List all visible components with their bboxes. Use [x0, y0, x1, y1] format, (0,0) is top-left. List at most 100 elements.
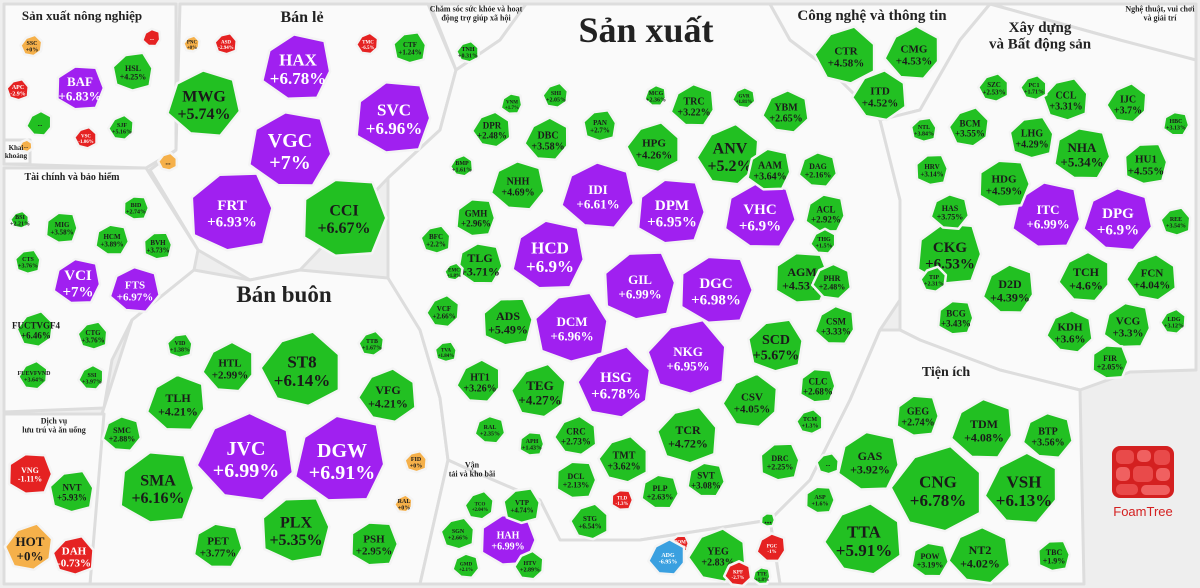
tile-kdh-11-14[interactable]: KDH+3.6%: [1045, 309, 1094, 354]
tile-tlg-8-18[interactable]: TLG+3.71%: [456, 242, 504, 285]
tile-mcg-8-43[interactable]: MCG+2.36%: [643, 83, 668, 107]
tile-nvt-7-1[interactable]: NVT+5.93%: [48, 469, 95, 514]
tile-dpm-8-2[interactable]: DPM+6.95%: [636, 178, 707, 245]
tile-asp-12-10[interactable]: ASP+1.6%: [804, 485, 836, 515]
tile-gas-12-5[interactable]: GAS+3.92%: [836, 430, 900, 491]
tile-asd-2-8[interactable]: ASD-2.94%: [213, 31, 238, 56]
tile-emc-8-52[interactable]: EMC+1.8%: [443, 261, 464, 282]
tile-nha-11-3[interactable]: NHA+5.34%: [1053, 127, 1112, 180]
tile-dbc-8-11[interactable]: DBC+3.58%: [523, 116, 569, 162]
tile-anv-8-9[interactable]: ANV+5.2%: [695, 122, 760, 186]
tile-dcm-8-6[interactable]: DCM+6.96%: [533, 291, 609, 363]
tile-tld-8-50[interactable]: TLD-1.3%: [610, 488, 635, 512]
tile-svt-8-33[interactable]: SVT+3.08%: [686, 461, 727, 498]
tile-dag-8-31[interactable]: DAG+2.16%: [797, 151, 839, 188]
tile-aph-8-47[interactable]: APH+1.43%: [518, 430, 546, 457]
tile-bmp-8-42[interactable]: BMP+1.61%: [448, 153, 475, 178]
tile-gmh-8-17[interactable]: GMH+2.96%: [455, 198, 497, 238]
tile-vhc-8-3[interactable]: VHC+6.9%: [723, 182, 797, 248]
tile-tte-13-10[interactable]: TTE+1.8%: [751, 565, 772, 586]
tile-bcg-11-17[interactable]: BCG+3.43%: [936, 299, 975, 336]
tile-hdg-11-5[interactable]: HDG+4.59%: [978, 159, 1032, 209]
tile-dgc-8-5[interactable]: DGC+6.98%: [679, 255, 755, 325]
tile-vgc-2-3[interactable]: VGC+7%: [248, 111, 333, 187]
tile-bid-5-5[interactable]: BID+2.74%: [122, 195, 151, 221]
tile-csv-8-24[interactable]: CSV+4.05%: [721, 372, 779, 429]
tile--1-7[interactable]: ...: [17, 138, 34, 154]
tile-nhh-8-16[interactable]: NHH+4.69%: [489, 160, 546, 211]
tile-dpg-11-1[interactable]: DPG+6.9%: [1082, 186, 1154, 252]
tile-stg-13-5[interactable]: STG+6.54%: [569, 502, 609, 541]
tile--1-6[interactable]: ...: [24, 109, 53, 137]
tile-fts-5-1[interactable]: FTS+6.97%: [108, 265, 161, 313]
tile-ads-8-19[interactable]: ADS+5.49%: [482, 297, 534, 347]
tile-tdm-12-3[interactable]: TDM+4.08%: [949, 397, 1014, 459]
tile-vfg-6-2[interactable]: VFG+4.21%: [356, 367, 417, 424]
tile-htl-6-1[interactable]: HTL+2.99%: [201, 340, 254, 393]
tile-vtp-13-1[interactable]: VTP+4.74%: [502, 487, 541, 525]
tile-agm-8-20[interactable]: AGM+4.53%: [774, 251, 831, 304]
tile-itc-11-0[interactable]: ITC+6.99%: [1011, 181, 1082, 248]
tile-ht1-8-26[interactable]: HT1+3.26%: [455, 358, 501, 404]
tile-fuevfvnd-5-9[interactable]: FUEVFVND+3.64%: [17, 359, 52, 391]
tile-trc-8-13[interactable]: TRC+3.22%: [669, 82, 716, 127]
tile-ssi-5-11[interactable]: SSI+3.97%: [76, 363, 105, 391]
tile-sma-6-7[interactable]: SMA+6.16%: [119, 451, 196, 524]
tile-fir-11-20[interactable]: FIR+2.05%: [1091, 344, 1130, 380]
tile-vnm-8-45[interactable]: VNM+1.7%: [499, 92, 524, 115]
tile-vsh-12-1[interactable]: VSH+6.13%: [983, 451, 1058, 525]
tile--8-53[interactable]: ...: [815, 451, 840, 476]
tile-adg-13-6[interactable]: ADG-6.95%: [647, 538, 686, 576]
tile-pgc-13-8[interactable]: PGC-1%: [755, 532, 787, 563]
tile-plx-6-9[interactable]: PLX+5.35%: [261, 496, 331, 563]
tile-bcm-11-7[interactable]: BCM+3.55%: [947, 106, 990, 148]
tile-vcf-8-39[interactable]: VCF+2.66%: [425, 293, 461, 329]
tile-hsl-1-1[interactable]: HSL+4.25%: [111, 51, 154, 92]
tile-ree-11-23[interactable]: REE+3.54%: [1159, 206, 1192, 237]
tile-dcl-8-35[interactable]: DCL+2.13%: [555, 460, 598, 500]
tile-pc1-11-25[interactable]: PC1+1.71%: [1018, 73, 1048, 102]
tile-apc-1-3[interactable]: APC-2.9%: [5, 77, 30, 102]
tile-kpf-13-9[interactable]: KPF-2.7%: [722, 560, 753, 588]
tile-ttb-6-12[interactable]: TTB+1.67%: [357, 329, 386, 357]
tile-acl-8-30[interactable]: ACL+2.92%: [804, 193, 846, 234]
tile-gvr-8-44[interactable]: GVR+1.81%: [730, 85, 757, 110]
tile-d2d-11-13[interactable]: D2D+4.39%: [981, 263, 1035, 314]
tile-tcm-8-40[interactable]: TCM+1.3%: [794, 407, 824, 436]
tile-vng-7-0[interactable]: VNG-1.11%: [7, 452, 54, 495]
tile-svc-2-2[interactable]: SVC+6.96%: [355, 81, 432, 154]
tile-vsc-1-5[interactable]: VSC-1.06%: [72, 125, 98, 150]
tile-fuctvgf4-5-7[interactable]: FUCTVGF4+6.46%: [12, 309, 60, 349]
tile-lhg-11-6[interactable]: LHG+4.29%: [1008, 115, 1055, 160]
tile-pan-8-36[interactable]: PAN+2.7%: [582, 108, 618, 143]
tile-btp-12-6[interactable]: BTP+3.56%: [1021, 411, 1074, 459]
tile-tta-12-2[interactable]: TTA+5.91%: [822, 502, 902, 576]
tile-tmt-8-25[interactable]: TMT+3.62%: [597, 434, 649, 484]
tile-hsg-8-7[interactable]: HSG+6.78%: [576, 345, 652, 419]
tile-pow-12-8[interactable]: POW+3.19%: [910, 541, 951, 578]
tile-jvc-6-4[interactable]: JVC+6.99%: [195, 411, 295, 502]
tile-csm-8-28[interactable]: CSM+3.33%: [813, 304, 856, 346]
tile-vcg-11-15[interactable]: VCG+3.3%: [1102, 301, 1152, 349]
tile-pnc-2-7[interactable]: PNC+0%: [182, 34, 201, 53]
tile-cmg-9-1[interactable]: CMG+4.53%: [883, 24, 940, 80]
tile-geg-12-7[interactable]: GEG+2.74%: [895, 394, 940, 437]
tile-mig-5-2[interactable]: MIG+3.58%: [44, 211, 79, 245]
tile-ccl-11-8[interactable]: CCL+3.31%: [1041, 77, 1089, 122]
tile-tbc-12-9[interactable]: TBC+1.9%: [1037, 539, 1072, 573]
tile-tco-13-2[interactable]: TCO+2.04%: [463, 489, 495, 521]
tile-gmd-13-11[interactable]: GMD+2.1%: [451, 552, 481, 579]
tile-hrv-11-19[interactable]: HRV+3.14%: [915, 153, 950, 187]
tile-idi-8-1[interactable]: IDI+6.61%: [560, 161, 636, 230]
tile-fid-6-13[interactable]: FID+0%: [403, 449, 428, 474]
tile-ssc-1-2[interactable]: SSC+0%: [19, 33, 44, 58]
tile-sgn-13-3[interactable]: SGN+2.66%: [439, 516, 476, 551]
tile-st8-6-0[interactable]: ST8+6.14%: [259, 330, 341, 408]
tile-gil-8-4[interactable]: GIL+6.99%: [603, 251, 677, 321]
tile-cng-12-0[interactable]: CNG+6.78%: [889, 444, 982, 533]
tile-sjf-1-4[interactable]: SJF+5.16%: [106, 113, 135, 141]
tile-bsi-5-10[interactable]: BSI+2.21%: [8, 209, 31, 230]
tile-plp-8-48[interactable]: PLP+2.63%: [640, 473, 681, 510]
tile-ntl-11-21[interactable]: NTL+3.84%: [909, 116, 938, 144]
tile-nkg-8-8[interactable]: NKG+6.95%: [646, 318, 727, 396]
